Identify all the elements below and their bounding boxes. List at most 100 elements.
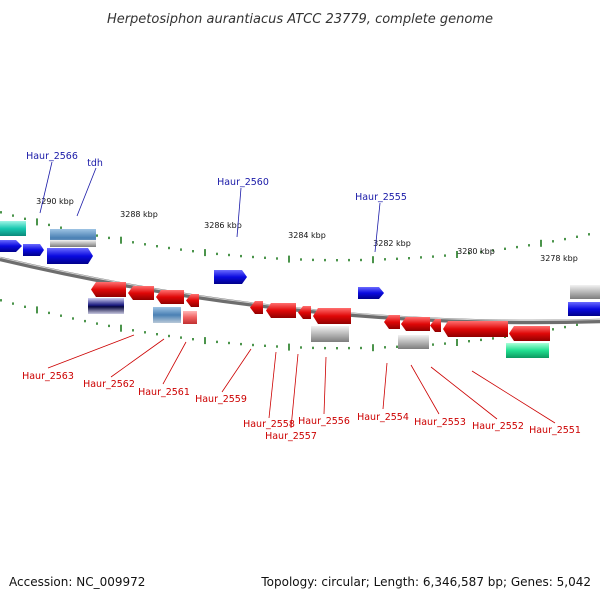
- leader-line: [47, 334, 135, 369]
- major-tick: [120, 324, 122, 332]
- minor-tick: [528, 244, 530, 247]
- upper-tick-row: [0, 211, 590, 264]
- minor-tick: [108, 324, 110, 328]
- minor-tick: [492, 249, 494, 252]
- minor-tick: [156, 245, 158, 248]
- minor-tick: [48, 311, 50, 315]
- minor-tick: [324, 346, 326, 350]
- leader-line: [471, 370, 556, 424]
- gene-arrow-reverse: [250, 301, 263, 314]
- minor-tick: [72, 317, 74, 320]
- minor-tick: [216, 340, 218, 344]
- minor-tick: [348, 346, 350, 350]
- minor-tick: [96, 234, 98, 237]
- gene-arrow-reverse: [384, 315, 400, 329]
- leader-line: [110, 338, 165, 378]
- minor-tick: [276, 345, 278, 348]
- minor-tick: [504, 247, 506, 250]
- gene-arrow-forward: [214, 270, 247, 284]
- minor-tick: [84, 319, 86, 323]
- minor-tick: [516, 245, 518, 249]
- gene-arrow-reverse: [430, 319, 441, 332]
- minor-tick: [396, 345, 398, 348]
- minor-tick: [180, 248, 182, 251]
- scale-label: 3278 kbp: [540, 254, 578, 263]
- minor-tick: [0, 211, 2, 214]
- minor-tick: [468, 340, 470, 343]
- gene-arrow-reverse: [298, 306, 311, 319]
- minor-tick: [252, 255, 254, 259]
- minor-tick: [108, 236, 110, 240]
- minor-tick: [24, 217, 26, 220]
- minor-tick: [576, 323, 578, 326]
- green-feature: [506, 343, 549, 358]
- minor-tick: [420, 256, 422, 259]
- gene-label-reverse: Haur_2556: [298, 416, 350, 427]
- gene-arrow-forward: [47, 248, 93, 264]
- minor-tick: [480, 250, 482, 254]
- minor-tick: [228, 253, 230, 257]
- minor-tick: [192, 338, 194, 341]
- genome-backbone-highlight: [0, 257, 600, 322]
- major-tick: [372, 256, 374, 264]
- minor-tick: [240, 342, 242, 346]
- navy-feature: [88, 298, 124, 314]
- steel-feature: [153, 307, 181, 323]
- gene-arrow-reverse: [509, 326, 550, 341]
- minor-tick: [156, 333, 158, 336]
- minor-tick: [444, 254, 446, 257]
- scale-labels: 3290 kbp 3288 kbp 3286 kbp 3284 kbp 3282…: [36, 197, 578, 263]
- gene-label-reverse: Haur_2559: [195, 394, 247, 405]
- minor-tick: [96, 322, 98, 325]
- gray-feature: [398, 335, 429, 349]
- leader-line: [290, 353, 299, 429]
- accession-text: Accession: NC_009972: [9, 575, 145, 589]
- minor-tick: [432, 343, 434, 346]
- lower-tick-row: [0, 299, 590, 352]
- minor-tick: [132, 241, 134, 244]
- gene-label-forward: Haur_2566: [26, 151, 78, 162]
- minor-tick: [60, 314, 62, 317]
- gene-arrow-forward: [23, 244, 44, 256]
- leader-line: [410, 364, 440, 415]
- gene-arrow-reverse: [156, 290, 184, 304]
- minor-tick: [384, 346, 386, 349]
- minor-tick: [252, 343, 254, 347]
- scale-label: 3290 kbp: [36, 197, 74, 206]
- major-tick: [204, 337, 206, 345]
- gene-label-forward: tdh: [87, 158, 103, 169]
- minor-tick: [60, 226, 62, 229]
- minor-tick: [360, 258, 362, 262]
- minor-tick: [564, 237, 566, 241]
- leader-line: [374, 202, 381, 253]
- minor-tick: [216, 252, 218, 256]
- gene-label-reverse: Haur_2554: [357, 412, 409, 423]
- minor-tick: [360, 346, 362, 350]
- forward-strand-genes: [0, 221, 600, 316]
- gene-label-reverse: Haur_2553: [414, 417, 466, 428]
- leader-line: [430, 366, 498, 420]
- minor-tick: [348, 258, 350, 262]
- gene-arrow-reverse: [313, 308, 351, 324]
- minor-tick: [552, 240, 554, 243]
- major-tick: [120, 236, 122, 244]
- minor-tick: [576, 235, 578, 238]
- gene-label-reverse: Haur_2557: [265, 431, 317, 442]
- major-tick: [288, 255, 290, 263]
- minor-tick: [144, 243, 146, 246]
- minor-tick: [168, 334, 170, 338]
- minor-tick: [300, 346, 302, 349]
- gene-label-forward: Haur_2560: [217, 177, 269, 188]
- leader-line: [221, 348, 252, 393]
- minor-tick: [180, 336, 182, 339]
- minor-tick: [336, 347, 338, 350]
- minor-tick: [480, 338, 482, 342]
- gene-arrow-reverse: [443, 321, 508, 337]
- leader-line: [323, 356, 327, 415]
- minor-tick: [240, 254, 242, 258]
- gene-label-forward: Haur_2555: [355, 192, 407, 203]
- gene-label-reverse: Haur_2551: [529, 425, 581, 436]
- topology-text: Topology: circular; Length: 6,346,587 bp…: [260, 575, 591, 589]
- major-tick: [456, 251, 458, 258]
- major-tick: [36, 218, 38, 226]
